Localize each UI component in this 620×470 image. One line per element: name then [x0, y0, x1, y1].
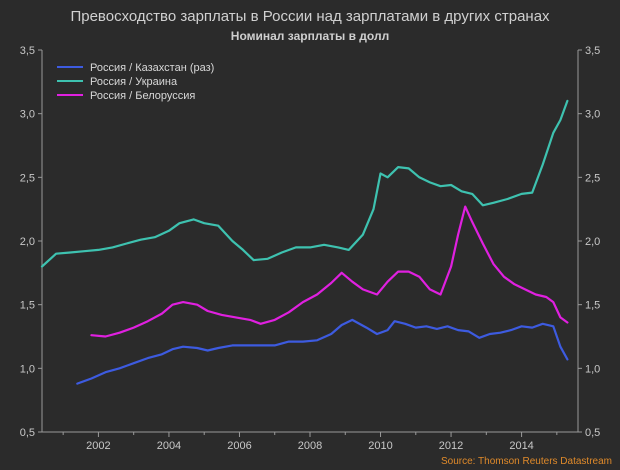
- series-layer: [40, 99, 569, 385]
- legend-label-1: Россия / Казахстан (раз): [90, 62, 214, 74]
- x-tick-label: 2004: [157, 440, 181, 452]
- y-tick-label-right: 0,5: [585, 427, 600, 439]
- y-tick-label-right: 1,0: [585, 363, 600, 375]
- y-tick-label-left: 2,0: [20, 236, 35, 248]
- series-line-1: [76, 318, 569, 385]
- y-tick-label-left: 1,0: [20, 363, 35, 375]
- legend-label-3: Россия / Белоруссия: [90, 90, 195, 102]
- x-tick-label: 2012: [439, 440, 463, 452]
- x-tick-label: 2014: [509, 440, 533, 452]
- chart-title: Превосходство зарплаты в России над зарп…: [70, 8, 550, 25]
- y-tick-label-right: 3,0: [585, 109, 600, 121]
- y-tick-label-left: 2,5: [20, 172, 35, 184]
- axes: 0,5 0,5 1,0 1,0 1,5 1,5 2,0 2,0 2,5 2,5 3,0 3,0 3,5 3…: [20, 45, 601, 452]
- y-tick-label-right: 2,5: [585, 172, 600, 184]
- y-tick-label-left: 3,5: [20, 45, 35, 57]
- legend: Россия / Казахстан (раз) Россия / Украина…: [57, 62, 214, 102]
- series-line-3: [90, 205, 569, 338]
- y-tick-label-left: 3,0: [20, 109, 35, 121]
- x-tick-label: 2006: [227, 440, 251, 452]
- x-tick-label: 2008: [298, 440, 322, 452]
- y-tick-label-right: 3,5: [585, 45, 600, 57]
- y-tick-label-right: 2,0: [585, 236, 600, 248]
- y-tick-label-left: 0,5: [20, 427, 35, 439]
- chart-subtitle: Номинал зарплаты в долл: [231, 29, 389, 43]
- y-tick-label-right: 1,5: [585, 300, 600, 312]
- x-tick-label: 2002: [86, 440, 110, 452]
- source-label: Source: Thomson Reuters Datastream: [441, 456, 612, 467]
- series-line-2: [40, 99, 569, 268]
- legend-label-2: Россия / Украина: [90, 76, 178, 88]
- y-tick-label-left: 1,5: [20, 300, 35, 312]
- x-tick-label: 2010: [368, 440, 392, 452]
